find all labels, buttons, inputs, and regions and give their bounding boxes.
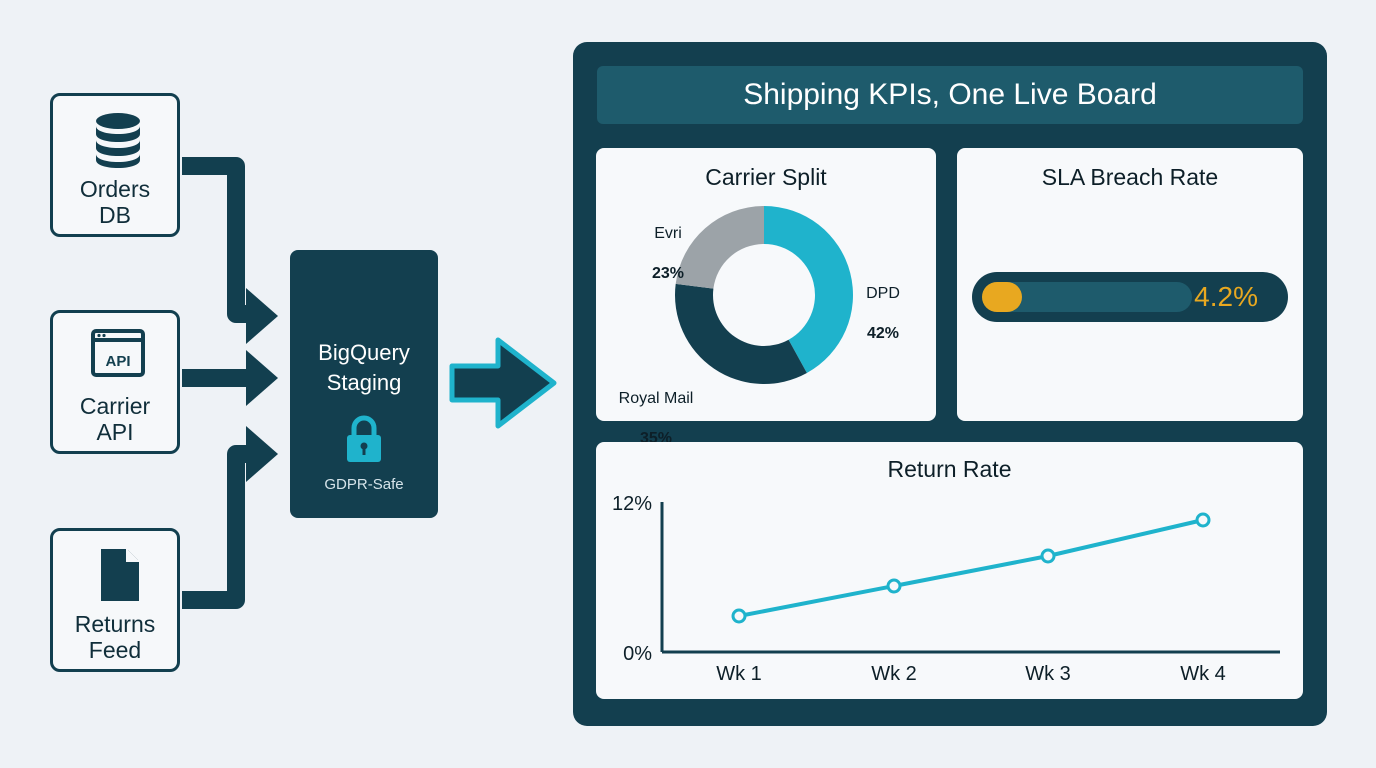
lock-icon [347,415,381,462]
return-rate-title: Return Rate [887,456,1012,482]
board-title: Shipping KPIs, One Live Board [597,66,1303,124]
arrowhead-returns [246,426,278,482]
bigquery-staging: BigQuery Staging GDPR-Safe [290,250,438,518]
sla-gauge-fill [982,282,1022,312]
source-label: Carrier API [79,393,151,445]
donut-slice-evri [675,206,764,289]
api-icon-text: API [105,353,130,370]
slice-label-evri: Evri 23% [642,204,694,284]
return-rate-card: Return Rate 12% 0% Wk 1 Wk 2 Wk 3 Wk 4 [596,442,1303,699]
api-window-icon: API [91,329,145,377]
arrowhead-orders [246,288,278,344]
source-orders-db: Orders DB [50,93,180,237]
slice-pct: 42% [866,325,900,342]
donut-slice-dpd [764,206,853,373]
carrier-split-donut [675,206,853,384]
data-point [1040,548,1056,564]
slice-label-dpd: DPD 42% [858,264,908,344]
series-line [738,518,1204,618]
gdpr-badge: GDPR-Safe [324,476,404,493]
carrier-split-title: Carrier Split [705,164,827,190]
sla-gauge: 4.2% [972,272,1288,322]
source-label: Orders DB [79,176,151,228]
source-returns-feed: Returns Feed [50,528,180,672]
kpi-board: Shipping KPIs, One Live Board Carrier Sp… [573,42,1327,726]
sla-value: 4.2% [1194,281,1258,312]
slice-label-royal-mail: Royal Mail 35% [608,369,704,449]
data-point [886,578,902,594]
carrier-split-card: Carrier Split Evri 23% DPD 42% Royal Mai… [596,148,936,447]
y-tick-label: 12% [612,493,652,515]
sla-gauge-track [982,282,1192,312]
sla-breach-card: SLA Breach Rate 4.2% [957,148,1303,421]
data-point [1195,512,1211,528]
y-tick-label: 0% [623,643,652,665]
source-label: Returns Feed [74,611,156,663]
x-tick-label: Wk 4 [1180,663,1226,685]
slice-pct: 23% [651,265,685,282]
donut-slice-royal-mail [675,283,807,384]
arrow-to-board [449,337,557,429]
slice-name: Royal Mail [618,390,694,407]
x-tick-label: Wk 1 [716,663,762,685]
database-icon [96,113,140,168]
source-carrier-api: API Carrier API [50,310,180,454]
staging-title: BigQuery Staging [318,340,410,395]
slice-name: DPD [866,285,900,302]
connector-orders [182,157,248,323]
data-point [731,608,747,624]
return-rate-chart: 12% 0% Wk 1 Wk 2 Wk 3 Wk 4 [612,493,1280,685]
x-tick-label: Wk 3 [1025,663,1071,685]
x-tick-label: Wk 2 [871,663,917,685]
connector-returns [182,445,248,609]
slice-name: Evri [654,225,682,242]
arrowhead-carrier [246,350,278,406]
document-icon [101,549,139,601]
sla-breach-title: SLA Breach Rate [1041,164,1219,190]
